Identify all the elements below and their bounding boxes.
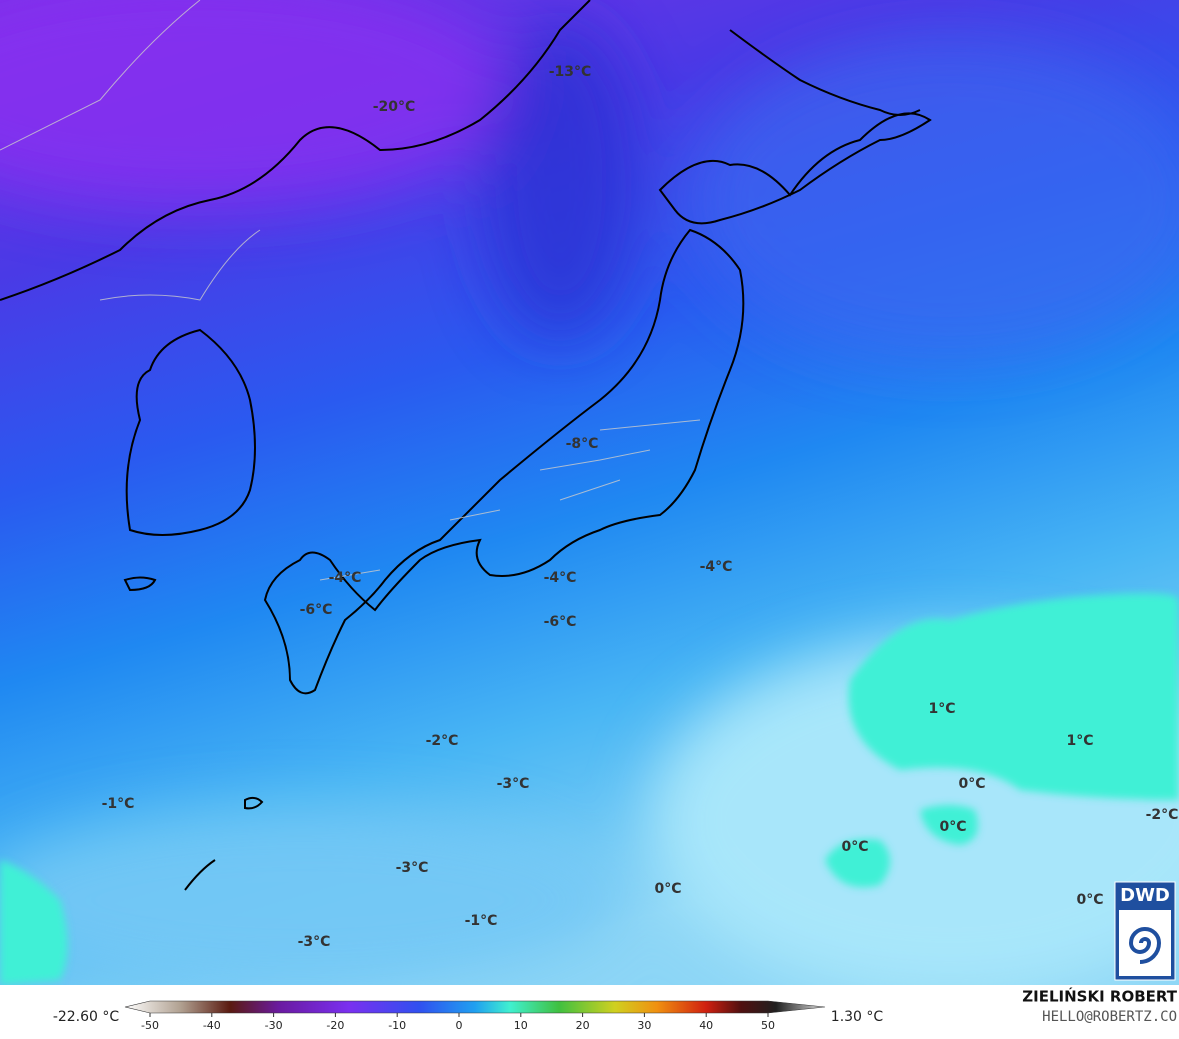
temperature-label: -8°C bbox=[566, 436, 599, 452]
temperature-label: -3°C bbox=[497, 776, 530, 792]
contact: HELLO@ROBERTZ.CO bbox=[1042, 1009, 1177, 1025]
colorbar-tick-label: -20 bbox=[326, 1019, 344, 1032]
temperature-labels: -20°C -13°C -8°C -4°C -6°C -4°C -6°C -4°C 1°C 1°C… bbox=[102, 64, 1179, 950]
footer: -22.60 °C 1.30 °C ZIELIŃSKI ROBERT HELLO… bbox=[0, 985, 1179, 1035]
colorbar-tick-label: 30 bbox=[637, 1019, 651, 1032]
colorbar-tick-label: -10 bbox=[388, 1019, 406, 1032]
colorbar-ticks: -50 -40 -30 -20 -10 0 10 20 30 40 50 bbox=[141, 1013, 775, 1032]
temperature-label: -2°C bbox=[1146, 807, 1179, 823]
temperature-label: -13°C bbox=[549, 64, 592, 80]
temperature-label: -6°C bbox=[300, 602, 333, 618]
logo: DWD bbox=[1114, 881, 1176, 981]
temperature-label: -1°C bbox=[465, 913, 498, 929]
temperature-label: -4°C bbox=[544, 570, 577, 586]
borders bbox=[0, 0, 701, 581]
temperature-label: -1°C bbox=[102, 796, 135, 812]
temperature-label: -3°C bbox=[396, 860, 429, 876]
colorbar-tick-label: 40 bbox=[699, 1019, 713, 1032]
temperature-label: 0°C bbox=[939, 819, 966, 835]
temperature-label: -20°C bbox=[373, 99, 416, 115]
logo-text: DWD bbox=[1120, 885, 1170, 906]
temperature-label: 0°C bbox=[654, 881, 681, 897]
temperature-label: -3°C bbox=[298, 934, 331, 950]
temperature-label: 0°C bbox=[958, 776, 985, 792]
temperature-label: -6°C bbox=[544, 614, 577, 630]
temperature-label: 1°C bbox=[928, 701, 955, 717]
colorbar-tick-label: -30 bbox=[265, 1019, 283, 1032]
min-value: -22.60 °C bbox=[53, 1009, 120, 1025]
temperature-label: 0°C bbox=[841, 839, 868, 855]
colorbar-tick-label: 50 bbox=[761, 1019, 775, 1032]
colorbar-tick-label: 20 bbox=[576, 1019, 590, 1032]
colorbar-tick-label: -50 bbox=[141, 1019, 159, 1032]
temperature-label: 1°C bbox=[1066, 733, 1093, 749]
map-field bbox=[0, 0, 1179, 1000]
max-value: 1.30 °C bbox=[831, 1009, 884, 1025]
coastlines bbox=[0, 0, 932, 891]
colorbar-tick-label: 10 bbox=[514, 1019, 528, 1032]
temperature-label: -2°C bbox=[426, 733, 459, 749]
colorbar-tick-label: 0 bbox=[456, 1019, 463, 1032]
temperature-label: -4°C bbox=[329, 570, 362, 586]
temperature-label: -4°C bbox=[700, 559, 733, 575]
author: ZIELIŃSKI ROBERT bbox=[1022, 987, 1177, 1006]
temperature-label: 0°C bbox=[1076, 892, 1103, 908]
colorbar-tick-label: -40 bbox=[203, 1019, 221, 1032]
